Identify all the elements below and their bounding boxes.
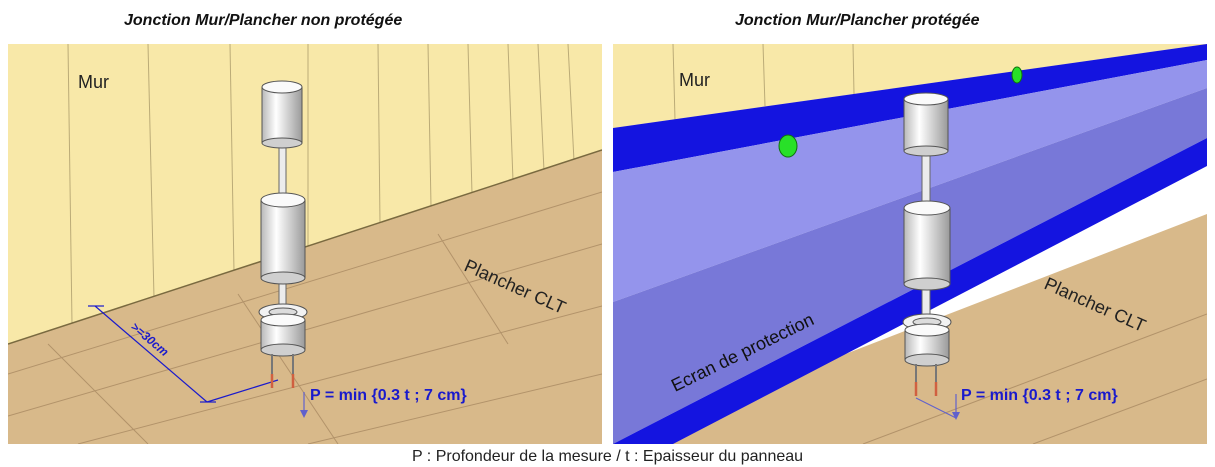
floor-surface xyxy=(8,150,602,444)
right-panel-title: Jonction Mur/Plancher protégée xyxy=(735,12,980,29)
moisture-probe xyxy=(902,92,960,420)
wall-label: Mur xyxy=(679,70,710,90)
left-panel-title: Jonction Mur/Plancher non protégée xyxy=(124,12,403,29)
wall-surface xyxy=(8,44,602,344)
figure-caption: P : Profondeur de la mesure / t : Epaiss… xyxy=(411,448,804,465)
left-panel: Mur Plancher CLT >=30cm xyxy=(8,44,602,444)
depth-formula: P = min {0.3 t ; 7 cm} xyxy=(310,387,467,404)
wall-planks xyxy=(67,44,575,325)
moisture-probe xyxy=(258,80,308,418)
distance-dimension xyxy=(88,305,279,403)
wall-label: Mur xyxy=(78,72,109,92)
floor-planks xyxy=(8,191,602,444)
marker-dot xyxy=(778,134,798,158)
marker-dot xyxy=(1011,66,1023,84)
right-panel: Mur Ecran de protection Plancher CLT P =… xyxy=(613,44,1207,444)
depth-formula: P = min {0.3 t ; 7 cm} xyxy=(961,387,1118,404)
